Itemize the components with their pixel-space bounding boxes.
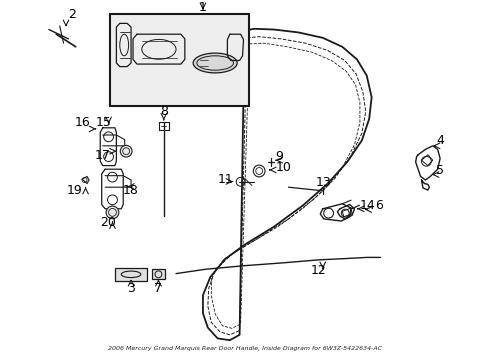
Ellipse shape <box>193 53 237 73</box>
Text: 3: 3 <box>127 282 135 294</box>
Text: 12: 12 <box>310 264 326 276</box>
Text: 7: 7 <box>154 282 162 294</box>
Text: 15: 15 <box>96 116 111 129</box>
Text: 19: 19 <box>66 184 82 197</box>
Circle shape <box>120 145 132 157</box>
Text: 5: 5 <box>435 165 443 177</box>
Bar <box>151 269 165 279</box>
Text: 9: 9 <box>274 150 282 163</box>
Text: 10: 10 <box>275 161 291 174</box>
Text: 11: 11 <box>218 173 233 186</box>
Text: 2: 2 <box>68 8 76 21</box>
Bar <box>115 268 146 281</box>
Text: 2006 Mercury Grand Marquis Rear Door Handle, Inside Diagram for 6W3Z-5422634-AC: 2006 Mercury Grand Marquis Rear Door Han… <box>107 346 381 351</box>
Text: 20: 20 <box>101 216 116 229</box>
Circle shape <box>106 206 119 219</box>
Text: 8: 8 <box>160 105 167 118</box>
Text: 4: 4 <box>435 134 443 147</box>
Text: 17: 17 <box>95 149 110 162</box>
Text: 14: 14 <box>359 199 375 212</box>
Bar <box>110 14 249 106</box>
Text: 13: 13 <box>315 176 331 189</box>
Text: 18: 18 <box>123 184 139 197</box>
Text: 16: 16 <box>74 116 90 129</box>
Text: 1: 1 <box>199 1 206 14</box>
Text: 6: 6 <box>374 199 382 212</box>
